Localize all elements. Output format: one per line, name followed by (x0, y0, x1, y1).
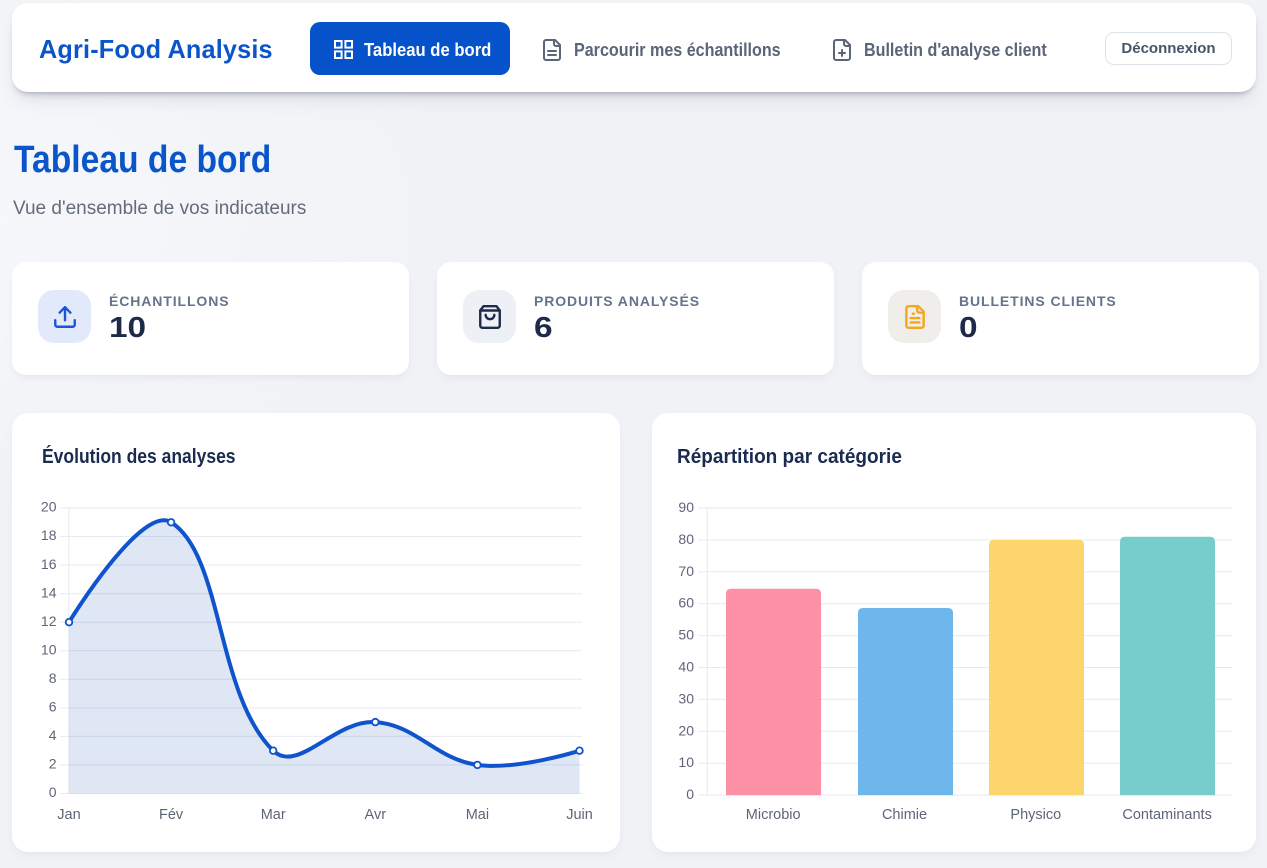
svg-text:18: 18 (41, 527, 57, 543)
svg-text:4: 4 (49, 727, 57, 743)
svg-text:10: 10 (41, 641, 57, 657)
svg-text:14: 14 (41, 584, 57, 600)
svg-text:40: 40 (678, 659, 694, 675)
svg-text:6: 6 (49, 699, 57, 715)
svg-text:30: 30 (678, 690, 694, 706)
svg-text:Contaminants: Contaminants (1122, 807, 1211, 823)
svg-text:90: 90 (678, 499, 694, 515)
svg-text:Physico: Physico (1010, 807, 1061, 823)
svg-text:70: 70 (678, 563, 694, 579)
svg-text:Jan: Jan (57, 807, 80, 823)
svg-text:Juin: Juin (566, 807, 593, 823)
svg-text:Microbio: Microbio (746, 807, 801, 823)
svg-text:Mai: Mai (466, 807, 489, 823)
svg-text:20: 20 (41, 499, 57, 515)
svg-text:0: 0 (49, 784, 57, 800)
svg-text:16: 16 (41, 556, 57, 572)
svg-text:2: 2 (49, 756, 57, 772)
svg-text:20: 20 (678, 722, 694, 738)
svg-text:50: 50 (678, 627, 694, 643)
svg-text:10: 10 (678, 754, 694, 770)
svg-text:60: 60 (678, 595, 694, 611)
svg-text:0: 0 (686, 786, 694, 802)
svg-text:80: 80 (678, 531, 694, 547)
svg-text:Avr: Avr (365, 807, 387, 823)
svg-text:Chimie: Chimie (882, 807, 927, 823)
svg-text:12: 12 (41, 613, 57, 629)
svg-text:Mar: Mar (261, 807, 286, 823)
svg-text:8: 8 (49, 670, 57, 686)
svg-text:Fév: Fév (159, 807, 184, 823)
